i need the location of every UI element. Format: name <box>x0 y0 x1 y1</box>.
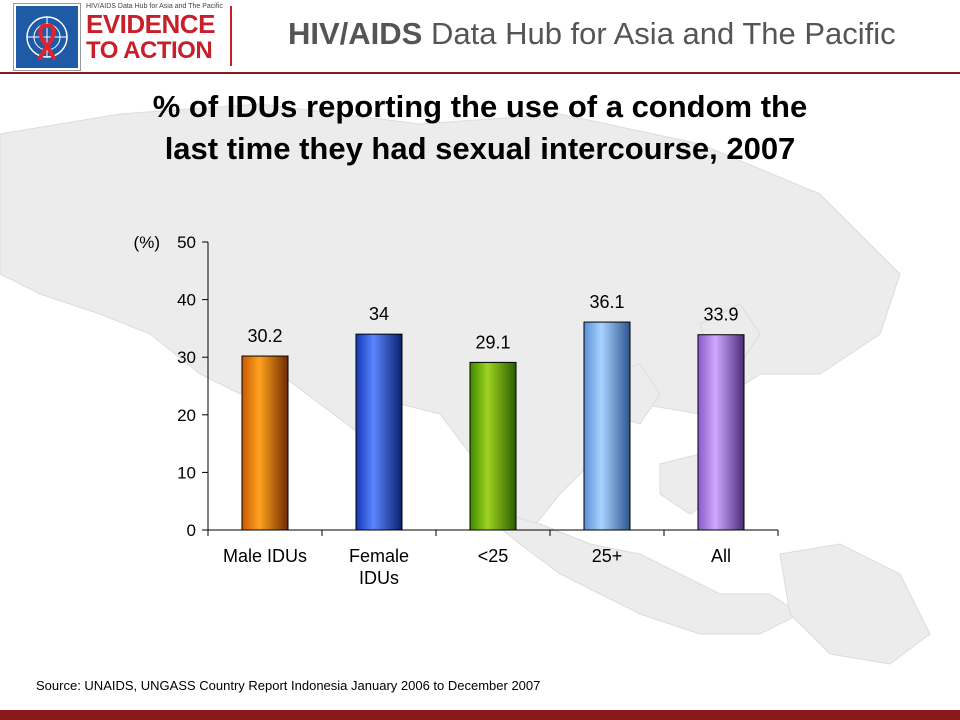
data-label: 34 <box>369 304 389 324</box>
y-tick-label: 0 <box>187 521 196 540</box>
y-tick-label: 10 <box>177 463 196 482</box>
x-tick-label: IDUs <box>359 568 399 588</box>
data-label: 36.1 <box>589 292 624 312</box>
y-axis-label: (%) <box>134 233 160 252</box>
logo-line-2: TO ACTION <box>86 37 213 64</box>
y-tick-label: 50 <box>177 233 196 252</box>
bar-0 <box>241 355 289 531</box>
logo-line-1: EVIDENCE <box>86 9 215 39</box>
bar-3 <box>583 321 631 531</box>
logo-tagline: HIV/AIDS Data Hub for Asia and The Pacif… <box>86 3 223 10</box>
bar-1 <box>355 333 403 531</box>
un-emblem-logo <box>14 4 80 70</box>
data-label: 33.9 <box>703 305 738 325</box>
source-note: Source: UNAIDS, UNGASS Country Report In… <box>36 678 541 693</box>
header-bar: HIV/AIDS Data Hub for Asia and The Pacif… <box>0 0 960 74</box>
x-tick-label: Female <box>349 546 409 566</box>
hub-title-rest: Data Hub for Asia and The Pacific <box>422 16 896 51</box>
bar-2 <box>469 361 517 531</box>
slide-title-line-1: % of IDUs reporting the use of a condom … <box>152 89 808 124</box>
x-tick-label: 25+ <box>592 546 623 566</box>
evidence-to-action-logo: HIV/AIDS Data Hub for Asia and The Pacif… <box>86 3 223 64</box>
hub-title: HIV/AIDS Data Hub for Asia and The Pacif… <box>288 16 896 52</box>
slide-title-line-2: last time they had sexual intercourse, 2… <box>164 131 796 166</box>
x-tick-label: <25 <box>478 546 509 566</box>
slide-title: % of IDUs reporting the use of a condom … <box>40 86 920 170</box>
x-tick-label: Male IDUs <box>223 546 307 566</box>
y-tick-label: 40 <box>177 291 196 310</box>
data-label: 30.2 <box>247 326 282 346</box>
header-divider <box>230 6 232 66</box>
bar-4 <box>697 334 745 531</box>
hub-title-bold: HIV/AIDS <box>288 16 423 51</box>
y-tick-label: 20 <box>177 406 196 425</box>
y-tick-label: 30 <box>177 348 196 367</box>
x-tick-label: All <box>711 546 731 566</box>
footer-bar <box>0 710 960 720</box>
data-label: 29.1 <box>475 332 510 352</box>
